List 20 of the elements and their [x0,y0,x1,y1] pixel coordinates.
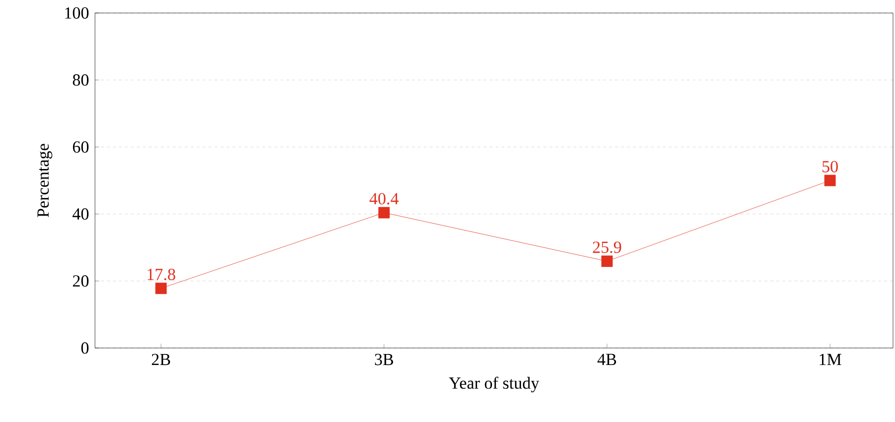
data-label: 40.4 [370,192,399,204]
point [378,206,390,218]
data-label: 17.8 [148,268,176,280]
y-tick-label: 60 [72,141,89,153]
y-tick-label: 100 [65,7,89,19]
y-tick-label: 0 [81,342,89,354]
data-label: 50 [822,160,838,172]
y-tick-label: 20 [72,275,89,287]
point [824,174,836,186]
x-tick-label: 3B [374,354,394,366]
x-axis-title: Year of study [448,376,540,392]
x-tick-label: 2B [152,354,170,366]
y-tick-label: 80 [72,74,89,86]
data-label: 25.9 [592,242,622,254]
y-axis-title: Percentage [38,144,52,218]
y-tick-label: 40 [72,208,89,220]
point [601,256,613,267]
point [155,282,167,294]
x-tick-label: 1M [820,354,842,366]
x-tick-label: 4B [597,354,616,366]
